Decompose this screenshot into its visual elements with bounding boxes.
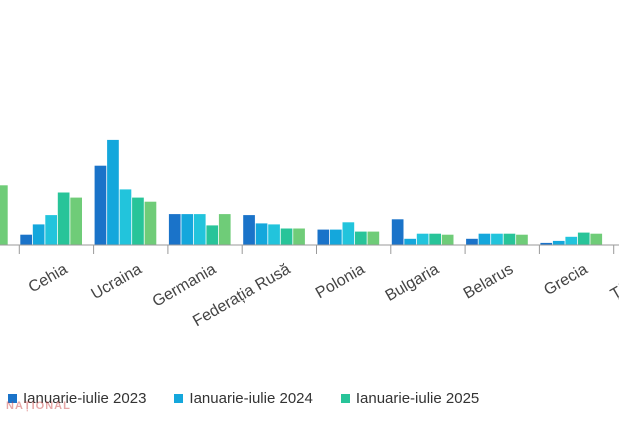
legend-swatch-2023 [8, 393, 17, 403]
category-label-6: Bulgaria [383, 261, 442, 305]
bar-5-3 [355, 231, 367, 245]
category-labels-group: …aCehiaUcrainaGermaniaFederația RusăPolo… [26, 261, 619, 330]
bar-2-4 [144, 201, 157, 245]
bar-7-1 [478, 233, 491, 245]
legend-swatch-2025 [340, 393, 350, 403]
bar-5-4 [367, 231, 380, 245]
legend: Ianuarie-iulie 2023 Ianuarie-iulie 2024 … [8, 386, 507, 410]
bar-4-0 [243, 215, 255, 245]
bar-1-3 [57, 192, 70, 245]
category-label-8: Grecia [541, 261, 590, 299]
bar-5-1 [330, 229, 342, 246]
legend-item-2025: Ianuarie-iulie 2025 [340, 389, 480, 407]
category-label-9: Țările… [608, 261, 619, 304]
bar-7-2 [491, 233, 503, 245]
bar-6-3 [429, 233, 441, 245]
category-ticks-group [18, 245, 615, 254]
legend-label-2025: Ianuarie-iulie 2025 [355, 389, 480, 407]
legend-label-2024: Ianuarie-iulie 2024 [189, 389, 313, 407]
bar-5-2 [342, 222, 355, 245]
bar-5-0 [317, 229, 330, 246]
bar-8-1 [552, 240, 565, 245]
category-label-3: Germania [150, 261, 219, 311]
bar-2-1 [107, 139, 119, 245]
bar-2-0 [94, 165, 107, 245]
bar-7-4 [516, 234, 528, 245]
bar-8-3 [577, 232, 590, 245]
category-label-5: Polonia [313, 261, 368, 302]
category-label-1: Cehia [26, 261, 71, 297]
bar-7-0 [466, 238, 478, 245]
bar-1-2 [45, 215, 57, 245]
bar-6-4 [441, 234, 454, 245]
bar-6-0 [391, 219, 404, 246]
bar-1-4 [70, 197, 82, 245]
legend-item-2024: Ianuarie-iulie 2024 [174, 389, 313, 407]
legend-swatch-2024 [174, 393, 184, 403]
bar-4-3 [280, 228, 293, 245]
bar-4-2 [268, 224, 280, 245]
bar-0-4 [0, 185, 8, 245]
bar-3-1 [181, 214, 194, 245]
category-label-2: Ucraina [88, 261, 144, 303]
legend-label-2023: Ianuarie-iulie 2023 [23, 389, 147, 407]
bar-8-4 [590, 233, 603, 245]
bars-group [0, 139, 603, 246]
bar-2-3 [132, 197, 144, 245]
bar-8-2 [565, 236, 578, 245]
bar-6-2 [416, 233, 429, 245]
bar-6-1 [404, 238, 416, 245]
bar-1-1 [32, 224, 45, 245]
legend-item-2023: Ianuarie-iulie 2023 [8, 390, 146, 407]
bar-3-4 [218, 214, 231, 245]
bar-8-0 [540, 242, 553, 245]
bar-4-1 [255, 223, 268, 245]
bar-3-0 [168, 214, 181, 245]
watermark-logo: NAȚIONAL [6, 400, 71, 412]
bar-7-3 [503, 233, 516, 245]
bar-3-2 [193, 214, 206, 245]
bar-4-4 [293, 228, 305, 245]
bar-1-0 [20, 234, 32, 245]
bar-2-2 [119, 189, 132, 245]
category-label-7: Belarus [461, 261, 516, 303]
bar-3-3 [206, 225, 219, 245]
